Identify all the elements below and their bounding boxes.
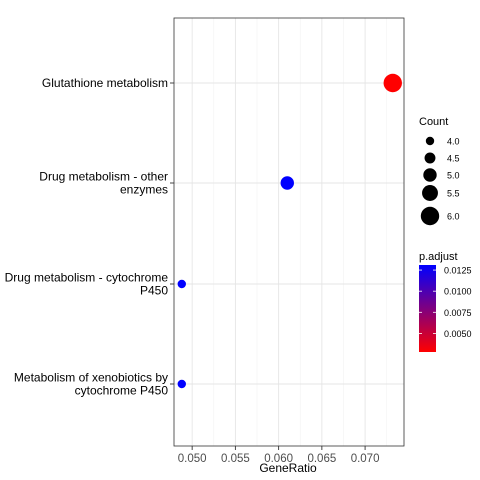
x-axis-title: GeneRatio <box>259 461 317 475</box>
colorbar-tick-label: 0.0075 <box>444 308 472 318</box>
count-legend-title: Count <box>419 116 448 128</box>
y-tick-label-line: Drug metabolism - cytochrome <box>5 271 169 285</box>
y-tick-label: Drug metabolism - other enzymes <box>39 170 168 197</box>
data-point <box>280 176 294 190</box>
x-tick-label: 0.060 <box>264 453 293 465</box>
y-tick-label-line: Glutathione metabolism <box>42 76 168 90</box>
y-tick-label-line: Metabolism of xenobiotics by <box>14 371 168 385</box>
y-tick-label-line: Drug metabolism - other <box>39 170 168 184</box>
data-point <box>177 379 186 389</box>
y-tick-label: Metabolism of xenobiotics by cytochrome P… <box>14 371 168 398</box>
p-adjust-colorbar <box>419 265 436 352</box>
data-point <box>177 279 186 289</box>
data-points <box>177 73 402 389</box>
y-tick-label-line: cytochrome P450 <box>75 384 169 398</box>
x-tick-label: 0.055 <box>221 453 250 465</box>
count-legend-key <box>422 185 438 201</box>
y-tick-label: Drug metabolism - cytochrome P450 <box>5 271 169 298</box>
y-tick-label-line: enzymes <box>120 183 168 197</box>
count-legend-label: 5.0 <box>447 171 460 181</box>
p-adjust-legend: p.adjust 0.0125 0.0100 0.0075 0.0050 <box>419 251 472 352</box>
data-point <box>383 73 402 93</box>
y-tick-label: Glutathione metabolism <box>42 76 168 90</box>
p-adjust-legend-title: p.adjust <box>419 251 458 263</box>
colorbar-tick-label: 0.0100 <box>444 287 472 297</box>
colorbar-tick-label: 0.0050 <box>444 329 472 339</box>
count-legend: Count 4.0 4.5 5.0 5.5 6.0 <box>419 116 460 226</box>
colorbar-tick-label: 0.0125 <box>444 266 472 276</box>
count-legend-label: 6.0 <box>447 212 460 222</box>
count-legend-key <box>424 152 436 164</box>
panel-border <box>173 17 405 447</box>
x-tick-label: 0.070 <box>351 453 380 465</box>
count-legend-label: 4.5 <box>447 154 460 164</box>
x-tick-label: 0.050 <box>178 453 207 465</box>
y-axis: Glutathione metabolism Drug metabolism - … <box>5 76 174 398</box>
grid-lines <box>174 18 404 446</box>
count-legend-label: 5.5 <box>447 189 460 199</box>
count-legend-key <box>423 168 437 182</box>
count-legend-label: 4.0 <box>447 137 460 147</box>
x-tick-label: 0.065 <box>307 453 336 465</box>
count-legend-key <box>425 136 435 146</box>
y-tick-label-line: P450 <box>140 284 168 298</box>
x-axis: 0.050 0.055 0.060 0.065 0.070 <box>178 446 380 465</box>
count-legend-key <box>420 206 440 226</box>
